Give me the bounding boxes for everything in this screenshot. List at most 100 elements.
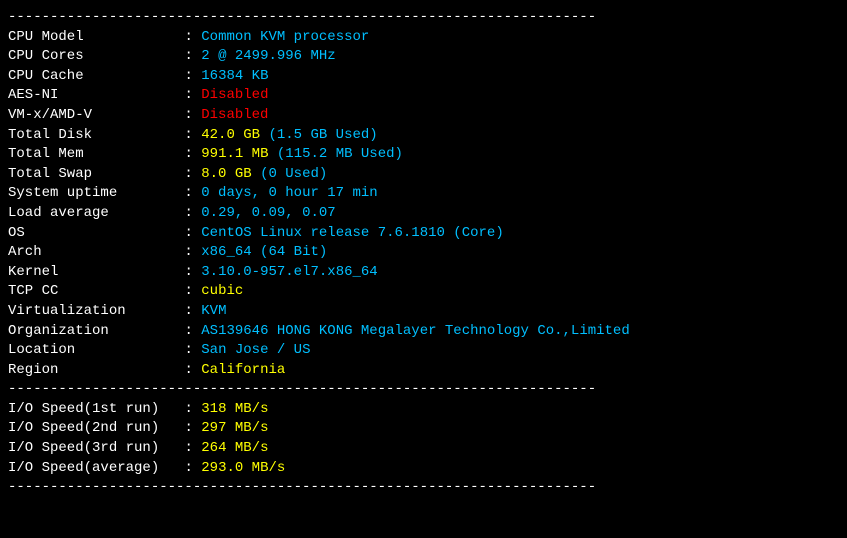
row-aes-ni: AES-NI : Disabled — [8, 86, 839, 106]
label-location: Location — [8, 341, 75, 361]
label-cpu-cache: CPU Cache — [8, 67, 84, 87]
row-cpu-cache: CPU Cache : 16384 KB — [8, 67, 839, 87]
label-vmx: VM-x/AMD-V — [8, 106, 92, 126]
row-kernel: Kernel : 3.10.0-957.el7.x86_64 — [8, 263, 839, 283]
colon: : — [176, 401, 201, 417]
pad — [84, 48, 176, 64]
value-cpu-cache: 16384 KB — [201, 68, 268, 84]
pad — [126, 303, 176, 319]
row-io-1: I/O Speed(1st run) : 318 MB/s — [8, 400, 839, 420]
colon: : — [176, 146, 201, 162]
row-vmx: VM-x/AMD-V : Disabled — [8, 106, 839, 126]
colon: : — [176, 166, 201, 182]
label-total-swap: Total Swap — [8, 165, 92, 185]
value-virt: KVM — [201, 303, 226, 319]
value-total-mem: 991.1 MB — [201, 146, 268, 162]
colon: : — [176, 87, 201, 103]
pad — [25, 225, 176, 241]
row-location: Location : San Jose / US — [8, 341, 839, 361]
colon: : — [176, 420, 201, 436]
pad — [58, 264, 176, 280]
colon: : — [176, 68, 201, 84]
pad — [75, 342, 176, 358]
row-tcp-cc: TCP CC : cubic — [8, 282, 839, 302]
label-arch: Arch — [8, 243, 42, 263]
colon: : — [176, 48, 201, 64]
label-io-3: I/O Speed(3rd run) — [8, 439, 159, 459]
label-aes-ni: AES-NI — [8, 86, 58, 106]
value-org: AS139646 HONG KONG Megalayer Technology … — [201, 323, 629, 339]
value-io-3: 264 MB/s — [201, 440, 268, 456]
row-cpu-cores: CPU Cores : 2 @ 2499.996 MHz — [8, 47, 839, 67]
pad — [159, 420, 176, 436]
value-io-avg: 293.0 MB/s — [201, 460, 285, 476]
label-io-1: I/O Speed(1st run) — [8, 400, 159, 420]
label-virt: Virtualization — [8, 302, 126, 322]
colon: : — [176, 440, 201, 456]
pad — [92, 107, 176, 123]
value-uptime: 0 days, 0 hour 17 min — [201, 185, 377, 201]
label-os: OS — [8, 224, 25, 244]
label-total-mem: Total Mem — [8, 145, 84, 165]
row-os: OS : CentOS Linux release 7.6.1810 (Core… — [8, 224, 839, 244]
label-uptime: System uptime — [8, 184, 117, 204]
row-cpu-model: CPU Model : Common KVM processor — [8, 28, 839, 48]
pad — [109, 205, 176, 221]
pad — [92, 127, 176, 143]
colon: : — [176, 264, 201, 280]
pad — [159, 401, 176, 417]
value-region: California — [201, 362, 285, 378]
value-aes-ni: Disabled — [201, 87, 268, 103]
row-uptime: System uptime : 0 days, 0 hour 17 min — [8, 184, 839, 204]
value-io-2: 297 MB/s — [201, 420, 268, 436]
value-vmx: Disabled — [201, 107, 268, 123]
label-kernel: Kernel — [8, 263, 58, 283]
row-io-avg: I/O Speed(average) : 293.0 MB/s — [8, 459, 839, 479]
row-total-mem: Total Mem : 991.1 MB (115.2 MB Used) — [8, 145, 839, 165]
pad — [159, 460, 176, 476]
separator-top: ----------------------------------------… — [8, 8, 839, 28]
used-total-swap: (0 Used) — [260, 166, 327, 182]
value-total-swap: 8.0 GB — [201, 166, 251, 182]
row-total-swap: Total Swap : 8.0 GB (0 Used) — [8, 165, 839, 185]
separator-mid: ----------------------------------------… — [8, 380, 839, 400]
used-total-mem: (115.2 MB Used) — [277, 146, 403, 162]
row-arch: Arch : x86_64 (64 Bit) — [8, 243, 839, 263]
pad — [84, 29, 176, 45]
value-total-disk: 42.0 GB — [201, 127, 260, 143]
row-io-2: I/O Speed(2nd run) : 297 MB/s — [8, 419, 839, 439]
value-tcp-cc: cubic — [201, 283, 243, 299]
label-cpu-cores: CPU Cores — [8, 47, 84, 67]
colon: : — [176, 244, 201, 260]
terminal-output: ----------------------------------------… — [8, 8, 839, 498]
colon: : — [176, 29, 201, 45]
pad — [84, 68, 176, 84]
colon: : — [176, 283, 201, 299]
row-virt: Virtualization : KVM — [8, 302, 839, 322]
label-io-2: I/O Speed(2nd run) — [8, 419, 159, 439]
value-os: CentOS Linux release 7.6.1810 (Core) — [201, 225, 503, 241]
label-load-avg: Load average — [8, 204, 109, 224]
colon: : — [176, 342, 201, 358]
label-region: Region — [8, 361, 58, 381]
value-io-1: 318 MB/s — [201, 401, 268, 417]
colon: : — [176, 303, 201, 319]
colon: : — [176, 127, 201, 143]
colon: : — [176, 185, 201, 201]
pad — [58, 362, 176, 378]
pad — [58, 283, 176, 299]
pad — [58, 87, 176, 103]
colon: : — [176, 323, 201, 339]
value-cpu-cores: 2 @ 2499.996 MHz — [201, 48, 335, 64]
label-tcp-cc: TCP CC — [8, 282, 58, 302]
row-total-disk: Total Disk : 42.0 GB (1.5 GB Used) — [8, 126, 839, 146]
colon: : — [176, 362, 201, 378]
pad — [92, 166, 176, 182]
separator-bottom: ----------------------------------------… — [8, 478, 839, 498]
row-region: Region : California — [8, 361, 839, 381]
colon: : — [176, 225, 201, 241]
colon: : — [176, 460, 201, 476]
pad — [117, 185, 176, 201]
used-total-disk: (1.5 GB Used) — [268, 127, 377, 143]
value-cpu-model: Common KVM processor — [201, 29, 369, 45]
